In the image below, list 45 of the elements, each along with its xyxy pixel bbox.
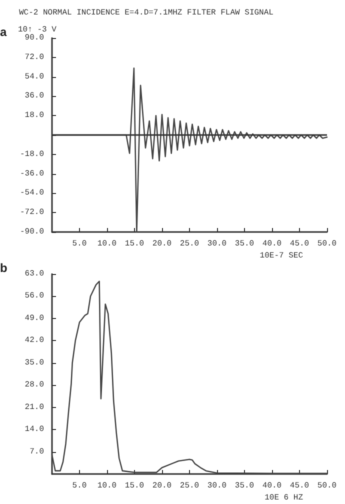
y-tick-label: 42.0 <box>24 336 44 346</box>
y-tick-label: 21.0 <box>24 402 44 412</box>
x-tick-label: 45.0 <box>290 240 310 248</box>
y-tick-label: 49.0 <box>24 314 44 323</box>
y-tick-label: 63.0 <box>24 270 44 278</box>
y-tick-label: -72.0 <box>20 208 44 218</box>
y-tick-label: 35.0 <box>24 358 44 368</box>
y-tick-label: 72.0 <box>24 52 44 62</box>
y-axis-title: 10↑ -3 V <box>18 26 57 34</box>
x-tick-label: 25.0 <box>180 482 200 490</box>
x-tick-label: 30.0 <box>207 482 227 490</box>
y-tick-label: 14.0 <box>24 425 44 434</box>
y-tick-label: 90.0 <box>24 34 44 42</box>
x-tick-label: 15.0 <box>124 482 144 490</box>
y-tick-label: 18.0 <box>24 111 44 120</box>
y-tick-label: -36.0 <box>20 169 44 178</box>
x-tick-label: 5.0 <box>72 240 87 248</box>
y-tick-label: -90.0 <box>20 228 44 236</box>
x-axis-title: 10E-7 SEC <box>260 252 304 260</box>
x-tick-label: 45.0 <box>290 482 310 490</box>
x-tick-label: 15.0 <box>124 240 144 248</box>
x-tick-label: 50.0 <box>317 240 337 248</box>
text: a <box>0 25 7 39</box>
x-axis-title: 10E 6 HZ <box>264 494 304 502</box>
x-tick-label: 35.0 <box>234 482 254 490</box>
x-tick-label: 10.0 <box>97 240 117 248</box>
x-tick-label: 40.0 <box>262 482 282 490</box>
y-tick-label: 54.0 <box>24 72 44 82</box>
text: b <box>0 261 8 275</box>
x-tick-label: 20.0 <box>152 240 172 248</box>
chart-title: WC-2 NORMAL INCIDENCE E=4.D=7.1MHZ FILTER FLAW SIGNAL <box>19 8 274 18</box>
y-tick-label: 56.0 <box>24 292 44 301</box>
x-tick-label: 25.0 <box>180 240 200 248</box>
x-tick-label: 10.0 <box>97 482 117 490</box>
x-tick-label: 35.0 <box>234 240 254 248</box>
y-tick-label: 28.0 <box>24 380 44 390</box>
x-tick-label: 40.0 <box>262 240 282 248</box>
x-tick-label: 5.0 <box>72 482 87 490</box>
y-tick-label: -54.0 <box>20 188 44 198</box>
x-tick-label: 20.0 <box>152 482 172 490</box>
x-tick-label: 30.0 <box>207 240 227 248</box>
x-tick-label: 50.0 <box>317 482 337 490</box>
y-tick-label: -18.0 <box>20 150 44 159</box>
y-tick-label: 7.0 <box>30 447 44 456</box>
y-tick-label: 36.0 <box>24 92 44 101</box>
